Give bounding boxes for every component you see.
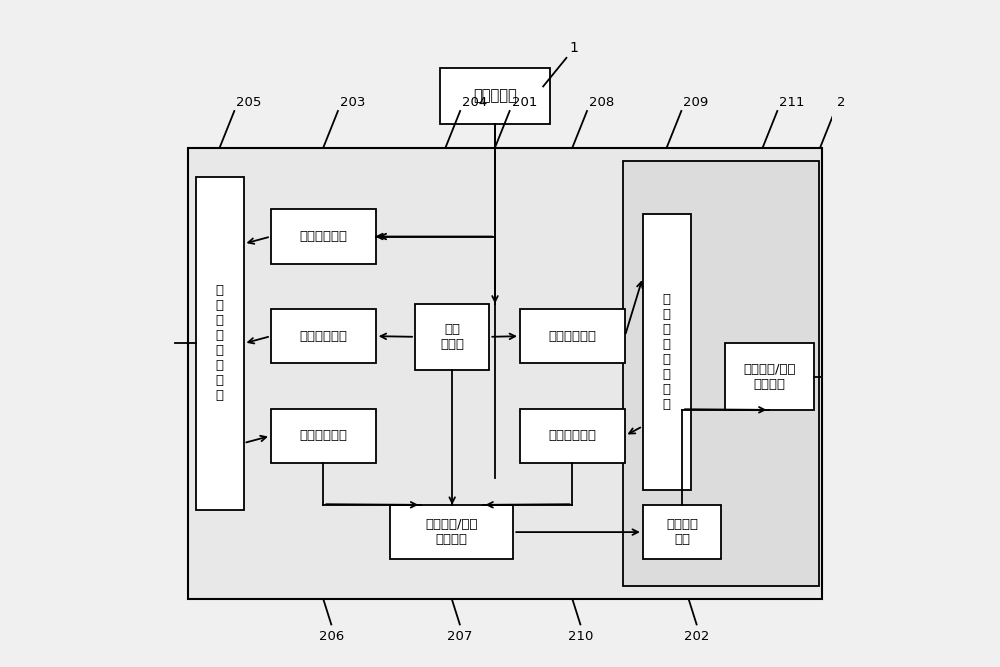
Text: 第一光发模块: 第一光发模块 [299,230,347,243]
Text: 204: 204 [462,96,487,109]
Text: 第一时延/相位
检测模块: 第一时延/相位 检测模块 [426,518,478,546]
Text: 第二光发模块: 第二光发模块 [299,329,347,343]
Text: 208: 208 [589,96,614,109]
Text: 211: 211 [779,96,805,109]
Bar [188,147,822,599]
Bar [271,409,376,463]
Text: 207: 207 [447,630,473,643]
Bar [643,505,721,560]
Text: 205: 205 [236,96,262,109]
Text: 宽带频率源: 宽带频率源 [473,89,517,103]
Bar [520,409,625,463]
Text: 2: 2 [837,96,845,109]
Text: 第三光发模块: 第三光发模块 [548,329,596,343]
Text: 209: 209 [683,96,709,109]
Bar [725,344,814,410]
Text: 1: 1 [570,41,579,55]
Text: 第一时延/相位
补偿模块: 第一时延/相位 补偿模块 [743,363,796,391]
Bar [643,214,691,490]
Bar [440,68,550,124]
Bar [520,309,625,364]
Text: 202: 202 [684,630,709,643]
Bar [271,309,376,364]
Text: 第二光收模块: 第二光收模块 [548,430,596,442]
Text: 203: 203 [340,96,365,109]
Text: 201: 201 [512,96,537,109]
Text: 第
二
波
分
复
用
模
块: 第 二 波 分 复 用 模 块 [663,293,671,411]
Bar [623,161,819,586]
Text: 第一光收模块: 第一光收模块 [299,430,347,442]
Text: 第
一
波
分
复
用
模
块: 第 一 波 分 复 用 模 块 [216,284,224,402]
Text: 参考
频率源: 参考 频率源 [440,323,464,351]
Text: 206: 206 [319,630,344,643]
Bar [271,209,376,263]
Bar [415,303,489,370]
Text: 第一控制
模块: 第一控制 模块 [666,518,698,546]
Bar [196,177,244,510]
Bar [390,505,513,560]
Text: 210: 210 [568,630,593,643]
